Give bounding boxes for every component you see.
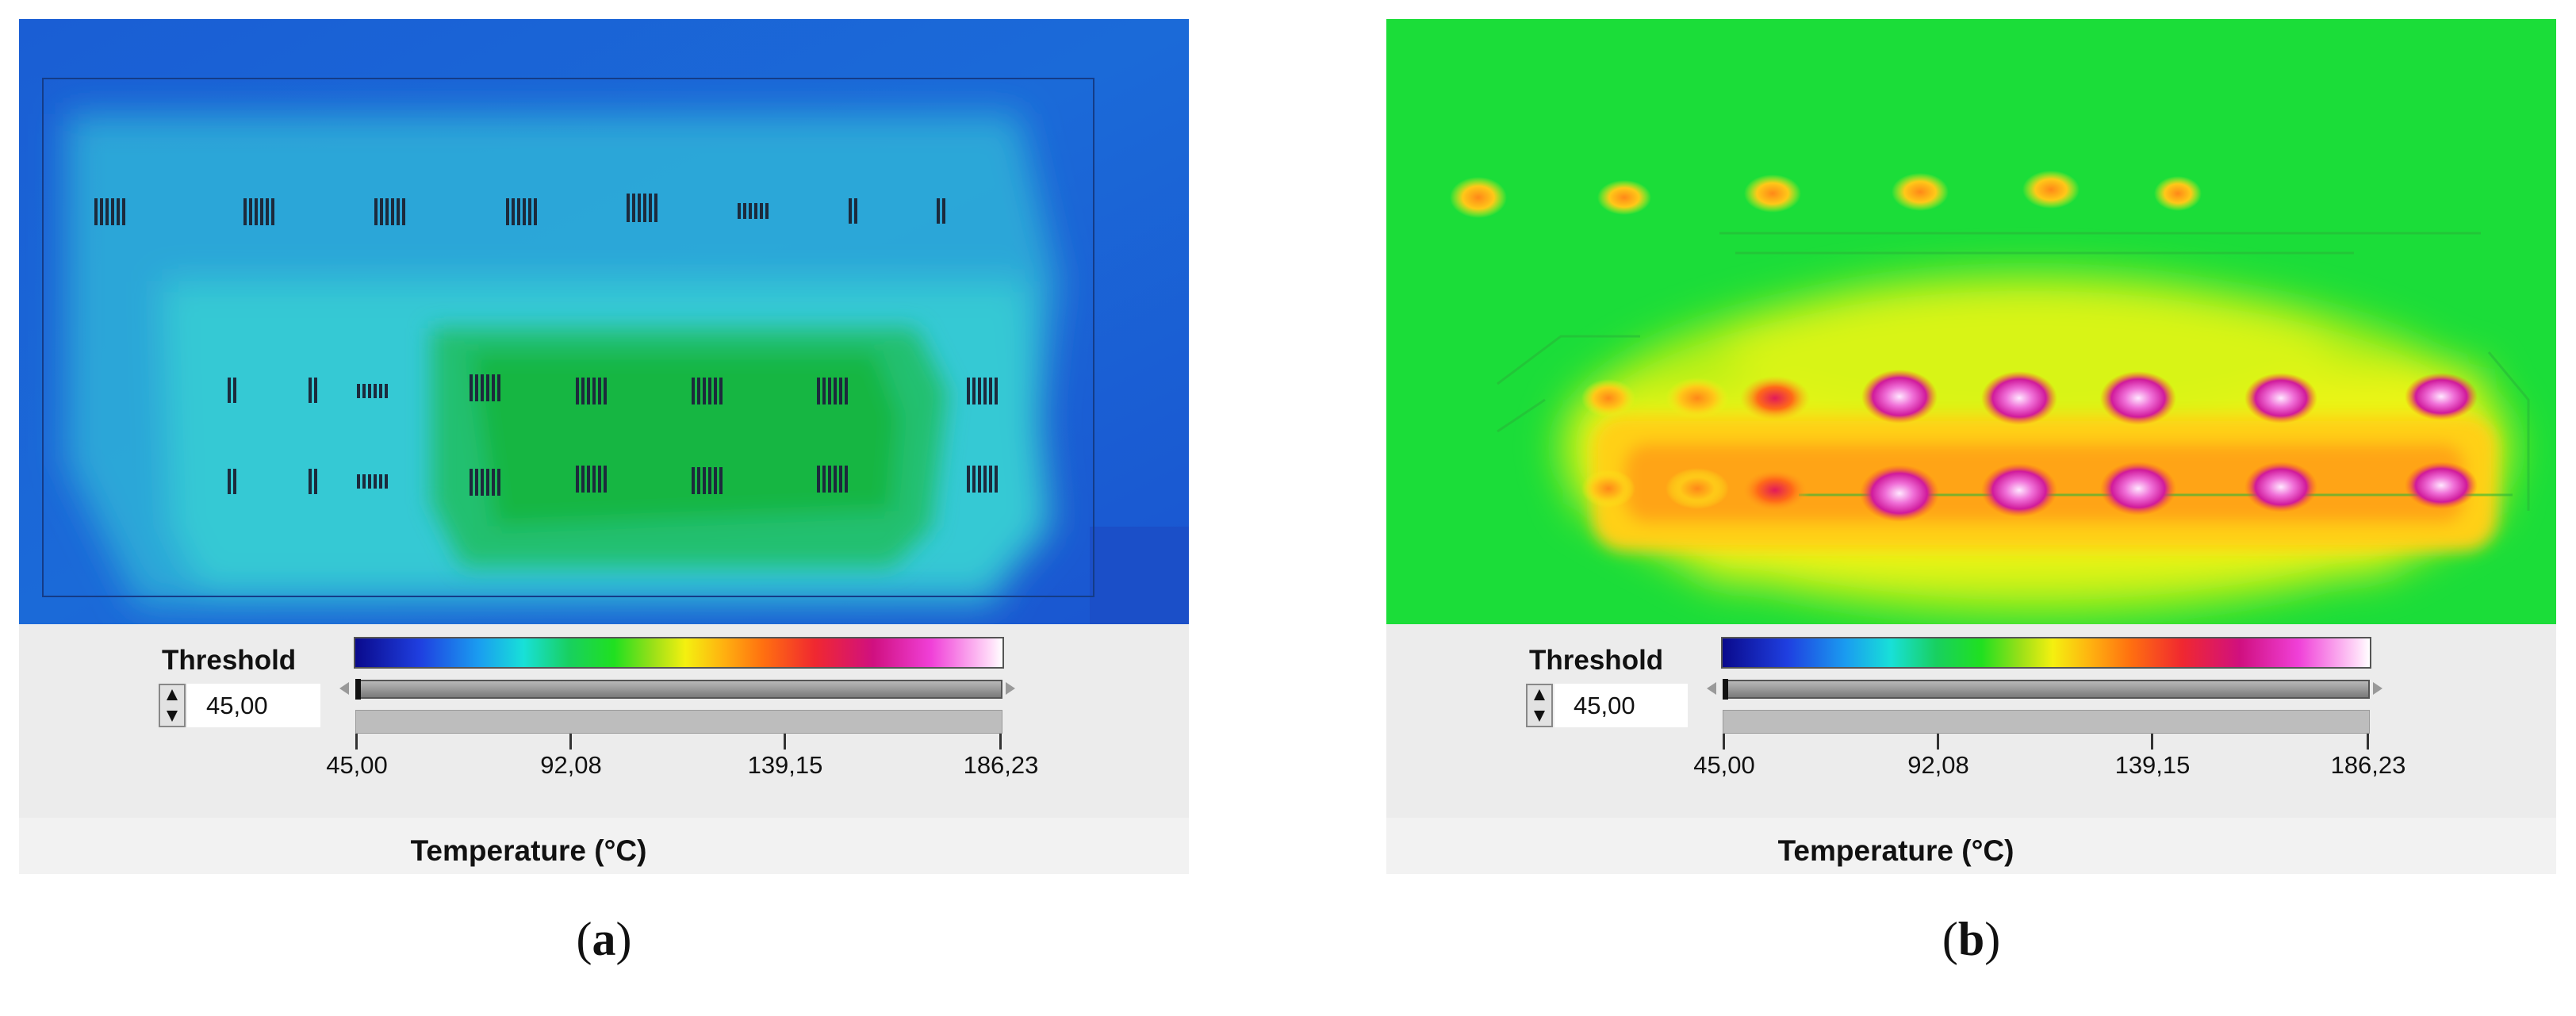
tick-mark <box>784 734 786 750</box>
spinner-up-icon[interactable] <box>1534 689 1545 700</box>
threshold-slider[interactable] <box>1723 680 2370 699</box>
hotspot-row-lower <box>1581 462 2478 522</box>
tick-label-max: 186,23 <box>2330 751 2406 779</box>
hotspot-row-upper <box>1581 370 2478 425</box>
threshold-spinner[interactable] <box>1526 684 1553 727</box>
tick-mark <box>569 734 572 750</box>
component-row-top <box>94 194 945 225</box>
tick-label-min: 45,00 <box>1693 751 1755 779</box>
legend-footer <box>1386 818 2556 874</box>
threshold-slider[interactable] <box>355 680 1002 699</box>
threshold-label: Threshold <box>162 645 297 676</box>
threshold-input[interactable] <box>187 684 320 727</box>
caption-a: (a) <box>576 913 632 965</box>
temperature-legend: Threshold 45,00 92,08 139,15 186,23 Temp… <box>1386 624 2556 874</box>
slider-right-arrow-icon[interactable] <box>1006 682 1015 695</box>
threshold-input[interactable] <box>1554 684 1688 727</box>
threshold-slider-thumb[interactable] <box>355 679 361 700</box>
threshold-slider-thumb[interactable] <box>1723 679 1728 700</box>
simulation-thermal-map <box>19 19 1189 624</box>
tick-mark <box>1723 734 1725 750</box>
slider-left-arrow-icon[interactable] <box>1707 682 1716 695</box>
tick-label: 92,08 <box>1907 751 1969 779</box>
spinner-up-icon[interactable] <box>167 689 178 700</box>
measured-thermal-map <box>1386 19 2556 624</box>
temperature-axis-title: Temperature (°C) <box>1777 834 2014 867</box>
legend-footer <box>19 818 1189 874</box>
thermal-panel-a: Threshold 45,00 92,08 139,15 186,23 Temp… <box>19 19 1189 874</box>
simulation-thermal-image <box>19 19 1189 624</box>
temperature-legend: Threshold 45,00 92,08 139,15 186,23 Temp… <box>19 624 1189 874</box>
tick-mark <box>999 734 1002 750</box>
threshold-spinner[interactable] <box>159 684 186 727</box>
spinner-down-icon[interactable] <box>167 711 178 722</box>
component-row-middle <box>228 374 998 404</box>
tick-mark <box>1937 734 1939 750</box>
temperature-range-bar <box>1723 710 2370 734</box>
tick-mark <box>2151 734 2153 750</box>
threshold-label: Threshold <box>1529 645 1664 676</box>
tick-mark <box>355 734 358 750</box>
tick-label: 139,15 <box>747 751 823 779</box>
measured-thermal-image <box>1386 19 2556 624</box>
slider-left-arrow-icon[interactable] <box>339 682 349 695</box>
temperature-colorbar <box>1721 637 2371 669</box>
component-row-bottom <box>228 466 998 496</box>
tick-mark <box>2367 734 2369 750</box>
tick-label: 92,08 <box>540 751 602 779</box>
temperature-range-bar <box>355 710 1002 734</box>
temperature-colorbar <box>354 637 1004 669</box>
thermal-panel-b: Threshold 45,00 92,08 139,15 186,23 Temp… <box>1386 19 2556 874</box>
spinner-down-icon[interactable] <box>1534 711 1545 722</box>
slider-right-arrow-icon[interactable] <box>2373 682 2382 695</box>
tick-label-min: 45,00 <box>326 751 388 779</box>
tick-label-max: 186,23 <box>963 751 1039 779</box>
tick-label: 139,15 <box>2114 751 2191 779</box>
temperature-axis-title: Temperature (°C) <box>410 834 647 867</box>
caption-b: (b) <box>1942 913 2001 965</box>
